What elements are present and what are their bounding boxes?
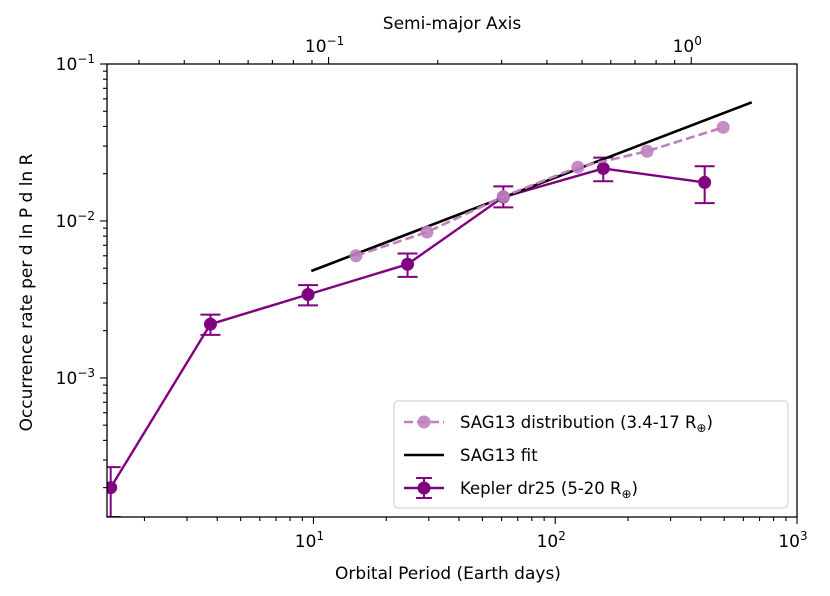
legend-sag13-distribution-marker [417, 415, 431, 429]
top-tick-label: 10−1 [305, 34, 344, 57]
legend-kepler-marker [417, 481, 431, 495]
kepler-point [301, 288, 315, 302]
kepler-point [698, 175, 712, 189]
axes: 101 102 103 10−3 10−2 10−1 10−1 100 Orbital Peri… [17, 14, 808, 584]
sag13-distribution-point [496, 190, 510, 204]
legend: SAG13 distribution (3.4-17 R⊕) SAG13 fit K… [393, 400, 789, 509]
x-tick-label: 102 [537, 529, 566, 552]
legend-box [393, 400, 789, 509]
kepler-point [203, 317, 217, 331]
top-tick-label: 100 [673, 34, 702, 57]
sag13-distribution-point [571, 160, 585, 174]
sag13-distribution-point [640, 144, 654, 158]
plot-frame [106, 63, 798, 518]
kepler-point [107, 481, 118, 495]
sag13-distribution-line [355, 126, 724, 258]
kepler-point [596, 161, 610, 175]
legend-label: SAG13 distribution (3.4-17 R⊕) [460, 413, 713, 435]
legend-label: SAG13 fit [460, 446, 538, 465]
x-axis-label: Orbital Period (Earth days) [335, 564, 561, 584]
legend-label: Kepler dr25 (5-20 R⊕) [460, 479, 638, 501]
kepler-point [401, 257, 415, 271]
y-axis-label: Occurrence rate per d ln P d ln R [17, 153, 37, 431]
sag13-distribution-point [420, 225, 434, 239]
series-group [107, 101, 753, 517]
y-tick-label: 10−1 [56, 52, 95, 75]
sag13-distribution-point [716, 120, 730, 134]
x-tick-label: 101 [295, 529, 324, 552]
y-tick-label: 10−2 [56, 209, 95, 232]
plot-area [107, 101, 753, 517]
x-tick-label: 103 [778, 529, 807, 552]
y-tick-label: 10−3 [56, 366, 95, 389]
sag13-distribution-point [349, 249, 363, 263]
top-axis-label: Semi-major Axis [383, 14, 522, 34]
